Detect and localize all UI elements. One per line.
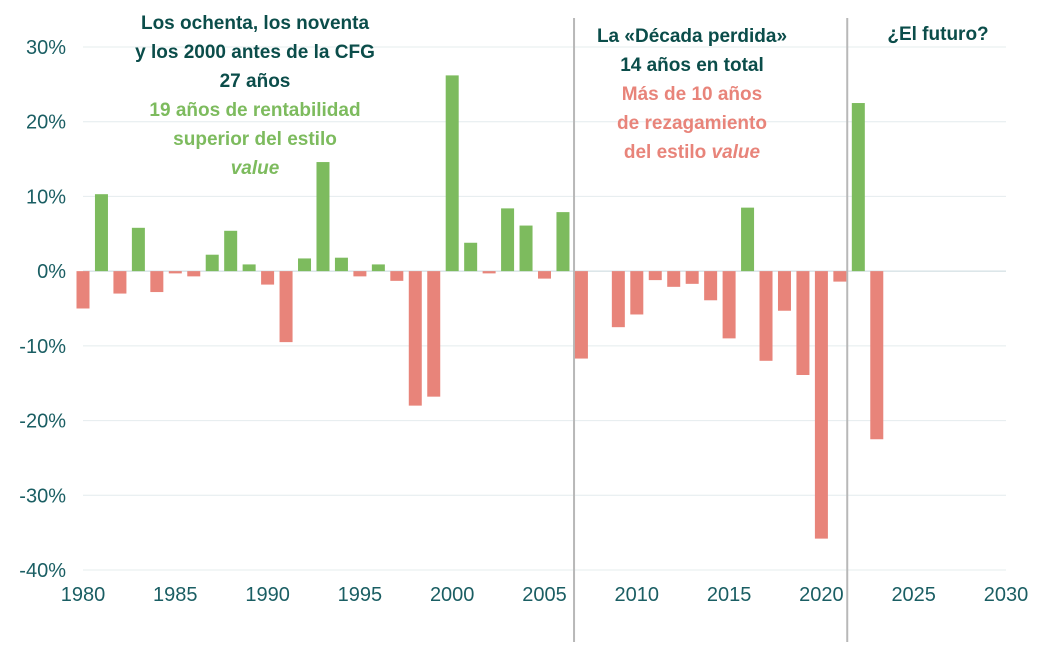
y-tick-label: 0%: [37, 261, 66, 283]
annotation: Más de 10 años: [622, 84, 762, 105]
bar: [482, 271, 496, 274]
annotation: de rezagamiento: [617, 113, 767, 134]
bar: [261, 271, 275, 285]
annotation: del estilo value: [624, 142, 761, 163]
annotation-text: value: [712, 142, 761, 163]
bar: [408, 271, 422, 406]
y-tick-label: -10%: [19, 336, 66, 358]
bar: [704, 271, 718, 301]
annotation-text: ¿El futuro?: [887, 24, 988, 45]
annotation-text: del estilo: [624, 142, 712, 163]
bar: [427, 271, 441, 397]
annotation-text: y los 2000 antes de la CFG: [135, 42, 375, 63]
annotation-text: 14 años en total: [620, 55, 764, 76]
bar: [390, 271, 404, 281]
x-tick-label: 2000: [430, 584, 475, 606]
annotation-text: value: [231, 158, 280, 179]
annotation-text: Los ochenta, los noventa: [141, 13, 369, 34]
x-tick-label: 1990: [245, 584, 290, 606]
bar: [279, 271, 293, 343]
bar: [334, 257, 348, 272]
y-tick-label: 30%: [26, 37, 66, 59]
annotation: ¿El futuro?: [887, 24, 988, 45]
bar: [796, 271, 810, 375]
bar: [722, 271, 736, 339]
bar: [371, 264, 385, 272]
bar: [759, 271, 773, 361]
y-tick-label: 20%: [26, 112, 66, 134]
bar: [224, 230, 238, 272]
bar: [630, 271, 644, 315]
bar: [538, 271, 551, 279]
bar: [556, 212, 570, 272]
bar: [667, 271, 681, 287]
annotation: La «Década perdida»: [597, 26, 787, 47]
annotation-text: 19 años de rentabilidad: [149, 100, 360, 121]
bar: [870, 271, 884, 440]
bar: [833, 271, 847, 282]
x-tick-label: 2005: [522, 584, 567, 606]
bar: [464, 242, 478, 272]
bar: [113, 271, 127, 294]
bar: [242, 264, 256, 272]
x-tick-label: 1985: [153, 584, 198, 606]
bar: [168, 271, 182, 274]
bar: [611, 271, 625, 328]
bar: [777, 271, 791, 311]
annotation: y los 2000 antes de la CFG: [135, 42, 375, 63]
bar: [685, 271, 699, 284]
x-tick-label: 2025: [891, 584, 936, 606]
annotation-text: 27 años: [220, 71, 291, 92]
y-tick-label: -20%: [19, 411, 66, 433]
annotation: value: [231, 158, 280, 179]
bar: [353, 271, 367, 277]
bar: [150, 271, 164, 293]
bar: [851, 103, 865, 272]
bar: [519, 225, 533, 272]
annotation: 14 años en total: [620, 55, 764, 76]
bar: [76, 271, 90, 309]
annotation-text: La «Década perdida»: [597, 26, 787, 47]
bar: [648, 271, 662, 281]
bar: [574, 271, 588, 359]
annotation-text: superior del estilo: [173, 129, 337, 150]
annotation: superior del estilo: [173, 129, 337, 150]
x-tick-label: 2020: [799, 584, 844, 606]
bar: [316, 162, 330, 272]
x-tick-label: 2010: [615, 584, 660, 606]
y-tick-label: -40%: [19, 560, 66, 582]
y-tick-label: -30%: [19, 485, 66, 507]
x-tick-label: 2015: [707, 584, 752, 606]
bar: [445, 75, 459, 272]
bar: [131, 227, 145, 272]
annotation: 19 años de rentabilidad: [149, 100, 360, 121]
annotation-text: Más de 10 años: [622, 84, 762, 105]
annotation: 27 años: [220, 71, 291, 92]
bar: [94, 194, 108, 272]
annotation-text: de rezagamiento: [617, 113, 767, 134]
bar: [501, 208, 515, 272]
x-tick-label: 1995: [338, 584, 383, 606]
bar: [205, 254, 219, 272]
bar: [187, 271, 201, 277]
x-tick-label: 1980: [61, 584, 106, 606]
bar: [298, 258, 312, 272]
x-tick-label: 2030: [984, 584, 1029, 606]
bar: [814, 271, 828, 539]
bar: [741, 207, 755, 272]
annotation: Los ochenta, los noventa: [141, 13, 369, 34]
y-tick-label: 10%: [26, 186, 66, 208]
